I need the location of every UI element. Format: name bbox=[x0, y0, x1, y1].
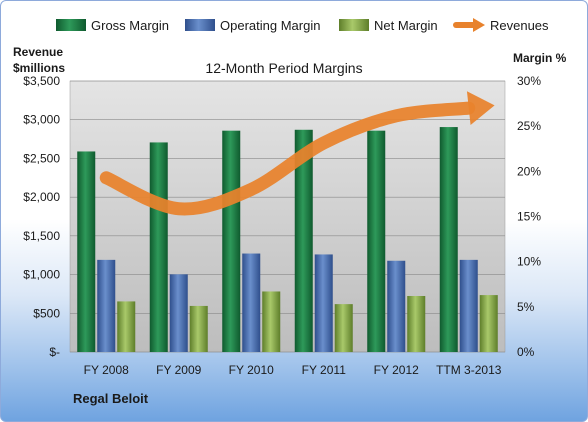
x-category-label: FY 2009 bbox=[156, 363, 201, 377]
x-category-labels: FY 2008 FY 2009 FY 2010 FY 2011 FY 2012 TTM 3… bbox=[84, 363, 502, 377]
y-left-axis-title-line2: $millions bbox=[13, 61, 65, 75]
bar-operating-margin bbox=[459, 259, 478, 352]
bar-gross-margin bbox=[439, 127, 458, 352]
bar-operating-margin bbox=[387, 260, 406, 352]
x-category-label: FY 2011 bbox=[302, 363, 347, 377]
bar-gross-margin bbox=[77, 151, 96, 352]
x-category-label: FY 2010 bbox=[229, 363, 274, 377]
bar-operating-margin bbox=[242, 253, 261, 352]
revenues-line bbox=[99, 101, 476, 216]
x-category-label: FY 2008 bbox=[84, 363, 129, 377]
bar-operating-margin bbox=[97, 259, 116, 352]
legend-swatch-gross-margin bbox=[56, 19, 86, 31]
y-left-tick-label: $- bbox=[49, 345, 60, 359]
y-right-tick-label: 25% bbox=[517, 119, 541, 133]
y-left-tick-label: $3,000 bbox=[23, 113, 60, 127]
bar-net-margin bbox=[189, 305, 208, 352]
y-left-tick-label: $1,500 bbox=[23, 229, 60, 243]
y-right-tick-label: 30% bbox=[517, 74, 541, 88]
y-right-tick-label: 0% bbox=[517, 345, 535, 359]
legend-label-gross-margin: Gross Margin bbox=[91, 18, 169, 33]
y-left-tick-label: $1,000 bbox=[23, 268, 60, 282]
x-category-label: TTM 3-2013 bbox=[436, 363, 502, 377]
bar-gross-margin bbox=[367, 130, 386, 352]
legend-label-operating-margin: Operating Margin bbox=[220, 18, 320, 33]
legend-label-net-margin: Net Margin bbox=[374, 18, 438, 33]
y-left-tick-label: $2,500 bbox=[23, 151, 60, 165]
y-left-tick-label: $2,000 bbox=[23, 190, 60, 204]
bar-net-margin bbox=[117, 301, 136, 352]
y-left-tick-labels: $- $500 $1,000 $1,500 $2,000 $2,500 $3,000 $3,5… bbox=[23, 74, 60, 359]
y-right-tick-label: 5% bbox=[517, 300, 535, 314]
y-right-axis-title: Margin % bbox=[513, 51, 567, 65]
legend-swatch-operating-margin bbox=[185, 19, 215, 31]
bar-gross-margin bbox=[294, 129, 313, 352]
y-right-tick-label: 15% bbox=[517, 210, 541, 224]
revenues-trend bbox=[99, 91, 495, 216]
legend-swatch-net-margin bbox=[339, 19, 369, 31]
bar-gross-margin bbox=[149, 142, 168, 352]
bar-net-margin bbox=[479, 295, 498, 352]
legend: Gross Margin Operating Margin Net Margin… bbox=[56, 18, 549, 33]
bar-net-margin bbox=[262, 291, 281, 352]
y-left-tick-label: $3,500 bbox=[23, 74, 60, 88]
chart-title: 12-Month Period Margins bbox=[205, 60, 362, 76]
bar-net-margin bbox=[407, 295, 426, 352]
y-right-tick-labels: 0% 5% 10% 15% 20% 25% 30% bbox=[517, 74, 541, 359]
revenues-arrowhead bbox=[466, 91, 495, 126]
y-right-tick-label: 10% bbox=[517, 255, 541, 269]
y-left-tick-label: $500 bbox=[33, 306, 60, 320]
bar-gross-margin bbox=[222, 130, 241, 352]
y-right-tick-label: 20% bbox=[517, 164, 541, 178]
legend-label-revenues: Revenues bbox=[490, 18, 549, 33]
bars bbox=[77, 127, 498, 352]
bar-operating-margin bbox=[314, 254, 333, 352]
company-label: Regal Beloit bbox=[73, 391, 149, 406]
x-category-label: FY 2012 bbox=[374, 363, 419, 377]
bar-operating-margin bbox=[169, 274, 188, 352]
legend-swatch-revenues bbox=[453, 18, 485, 32]
bar-net-margin bbox=[334, 304, 353, 352]
gridlines bbox=[70, 80, 505, 353]
y-left-axis-title-line1: Revenue bbox=[13, 45, 63, 59]
